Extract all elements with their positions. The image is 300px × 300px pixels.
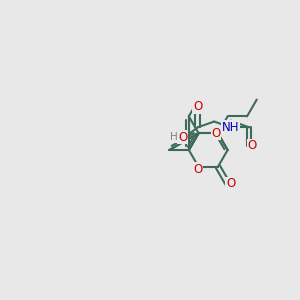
Text: O: O	[178, 130, 187, 144]
Text: O: O	[193, 100, 202, 113]
Text: O: O	[226, 177, 235, 190]
Text: H: H	[170, 132, 178, 142]
Text: O: O	[193, 163, 202, 176]
Text: NH: NH	[222, 121, 239, 134]
Text: O: O	[248, 139, 257, 152]
Text: O: O	[212, 127, 220, 140]
